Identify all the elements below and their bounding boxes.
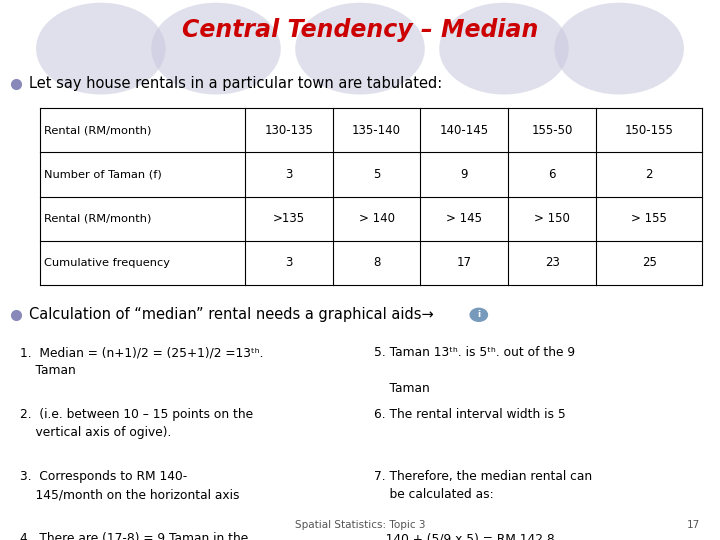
- Text: Central Tendency – Median: Central Tendency – Median: [182, 18, 538, 42]
- Text: 3: 3: [285, 168, 292, 181]
- Text: 155-50: 155-50: [531, 124, 573, 137]
- Text: Number of Taman (f): Number of Taman (f): [44, 170, 162, 179]
- Text: Rental (RM/month): Rental (RM/month): [44, 125, 151, 135]
- Text: 4.  There are (17-8) = 9 Taman in the
    range of RM 140-145/month: 4. There are (17-8) = 9 Taman in the ran…: [20, 532, 248, 540]
- Text: 7. Therefore, the median rental can
    be calculated as:: 7. Therefore, the median rental can be c…: [374, 470, 593, 501]
- Text: 3.  Corresponds to RM 140-
    145/month on the horizontal axis: 3. Corresponds to RM 140- 145/month on t…: [20, 470, 240, 501]
- Text: i: i: [477, 310, 480, 319]
- Ellipse shape: [295, 3, 425, 94]
- Text: 8: 8: [373, 256, 380, 269]
- Text: 5: 5: [373, 168, 380, 181]
- Text: 140-145: 140-145: [440, 124, 489, 137]
- Text: 17: 17: [687, 520, 700, 530]
- Text: 2.  (i.e. between 10 – 15 points on the
    vertical axis of ogive).: 2. (i.e. between 10 – 15 points on the v…: [20, 408, 253, 439]
- Text: >135: >135: [273, 212, 305, 225]
- Text: > 150: > 150: [534, 212, 570, 225]
- Text: > 145: > 145: [446, 212, 482, 225]
- Text: 135-140: 135-140: [352, 124, 401, 137]
- Ellipse shape: [554, 3, 684, 94]
- Text: 5. Taman 13ᵗʰ. is 5ᵗʰ. out of the 9

    Taman: 5. Taman 13ᵗʰ. is 5ᵗʰ. out of the 9 Tama…: [374, 346, 575, 395]
- Text: 2: 2: [645, 168, 653, 181]
- Text: 23: 23: [545, 256, 559, 269]
- Text: 6. The rental interval width is 5: 6. The rental interval width is 5: [374, 408, 566, 421]
- Ellipse shape: [151, 3, 281, 94]
- Text: 150-155: 150-155: [625, 124, 673, 137]
- Text: 25: 25: [642, 256, 657, 269]
- Text: 3: 3: [285, 256, 292, 269]
- Text: Rental (RM/month): Rental (RM/month): [44, 214, 151, 224]
- Text: 9: 9: [461, 168, 468, 181]
- Text: 17: 17: [457, 256, 472, 269]
- Text: 140 + (5/9 x 5) = RM 142.8: 140 + (5/9 x 5) = RM 142.8: [374, 532, 555, 540]
- Text: 6: 6: [549, 168, 556, 181]
- Text: > 155: > 155: [631, 212, 667, 225]
- Text: Cumulative frequency: Cumulative frequency: [44, 258, 170, 268]
- Text: Let say house rentals in a particular town are tabulated:: Let say house rentals in a particular to…: [29, 76, 442, 91]
- Text: Spatial Statistics: Topic 3: Spatial Statistics: Topic 3: [294, 520, 426, 530]
- Text: Calculation of “median” rental needs a graphical aids→: Calculation of “median” rental needs a g…: [29, 307, 433, 322]
- Text: 1.  Median = (n+1)/2 = (25+1)/2 =13ᵗʰ.
    Taman: 1. Median = (n+1)/2 = (25+1)/2 =13ᵗʰ. Ta…: [20, 346, 264, 377]
- Ellipse shape: [439, 3, 569, 94]
- Text: > 140: > 140: [359, 212, 395, 225]
- Ellipse shape: [36, 3, 166, 94]
- Circle shape: [470, 308, 487, 321]
- Text: 130-135: 130-135: [264, 124, 313, 137]
